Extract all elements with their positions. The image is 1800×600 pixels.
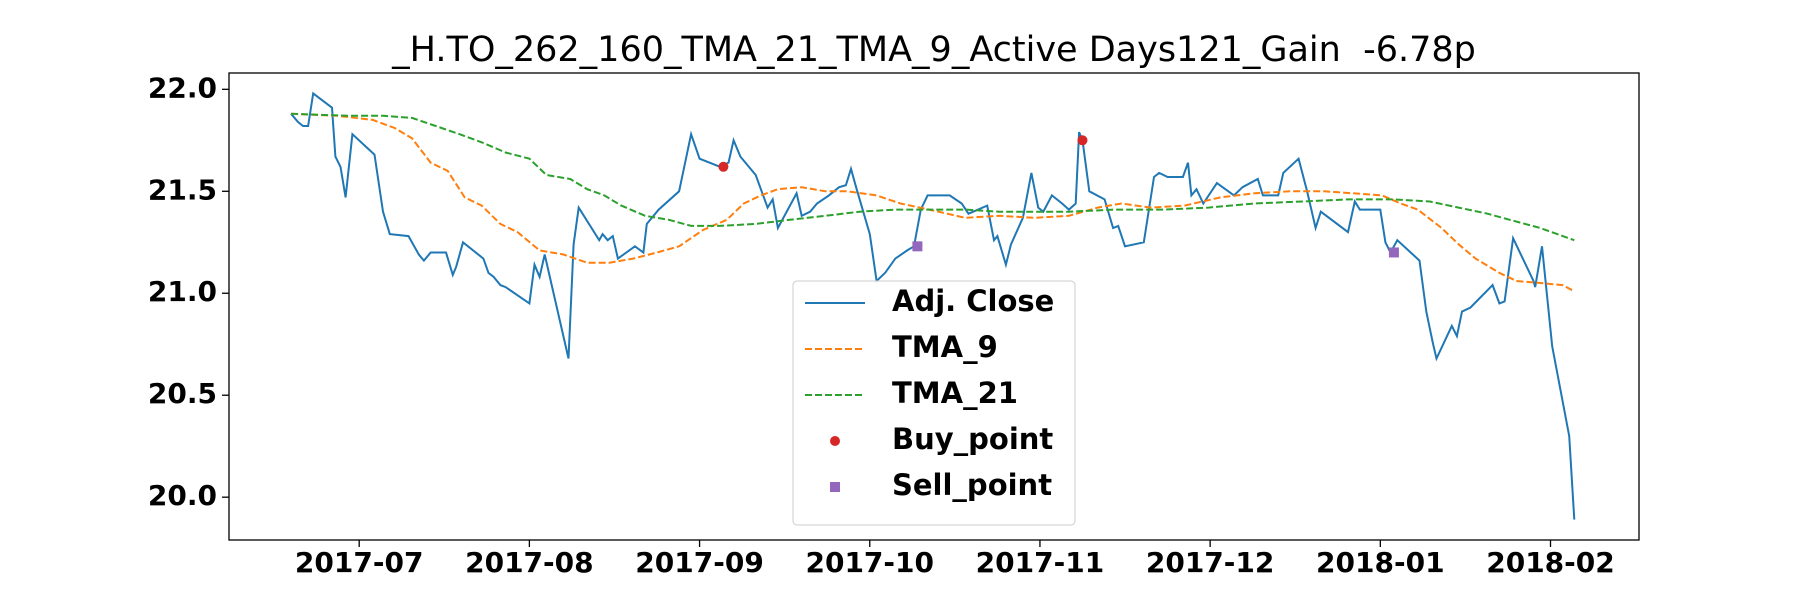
series-line [291, 112, 1575, 242]
y-tick-label: 20.5 [148, 377, 217, 410]
plot-frame [228, 72, 1640, 541]
x-tick-label: 2017-08 [465, 546, 594, 579]
buy-marker [718, 161, 729, 172]
y-tick-label: 21.0 [148, 275, 217, 308]
legend-label: Sell_point [892, 468, 1052, 502]
chart-title: _H.TO_262_160_TMA_21_TMA_9_Active Days12… [391, 30, 1476, 70]
buy-marker [1077, 135, 1088, 146]
x-tick-label: 2017-07 [295, 546, 424, 579]
y-tick-label: 21.5 [148, 173, 217, 206]
legend-swatch [830, 436, 840, 446]
legend-label: TMA_21 [892, 376, 1018, 410]
sell-marker [1388, 247, 1399, 258]
x-tick-label: 2018-01 [1316, 546, 1445, 579]
x-tick-label: 2017-10 [805, 546, 934, 579]
legend: Adj. Close TMA_9 TMA_21 Buy_point Sell_point [792, 280, 1076, 526]
sell-marker [912, 241, 923, 252]
legend-label: TMA_9 [892, 330, 998, 364]
legend-label: Adj. Close [892, 284, 1054, 318]
x-tick-label: 2017-11 [976, 546, 1105, 579]
y-tick-label: 20.0 [148, 479, 217, 512]
y-tick-label: 22.0 [148, 71, 217, 104]
x-tick-label: 2018-02 [1486, 546, 1615, 579]
legend-box [792, 280, 1076, 526]
legend-label: Buy_point [892, 422, 1053, 456]
x-tick-label: 2017-12 [1146, 546, 1275, 579]
legend-swatch [830, 482, 840, 492]
series-line [291, 112, 1575, 293]
x-tick-label: 2017-09 [635, 546, 764, 579]
series-line [290, 91, 1576, 520]
